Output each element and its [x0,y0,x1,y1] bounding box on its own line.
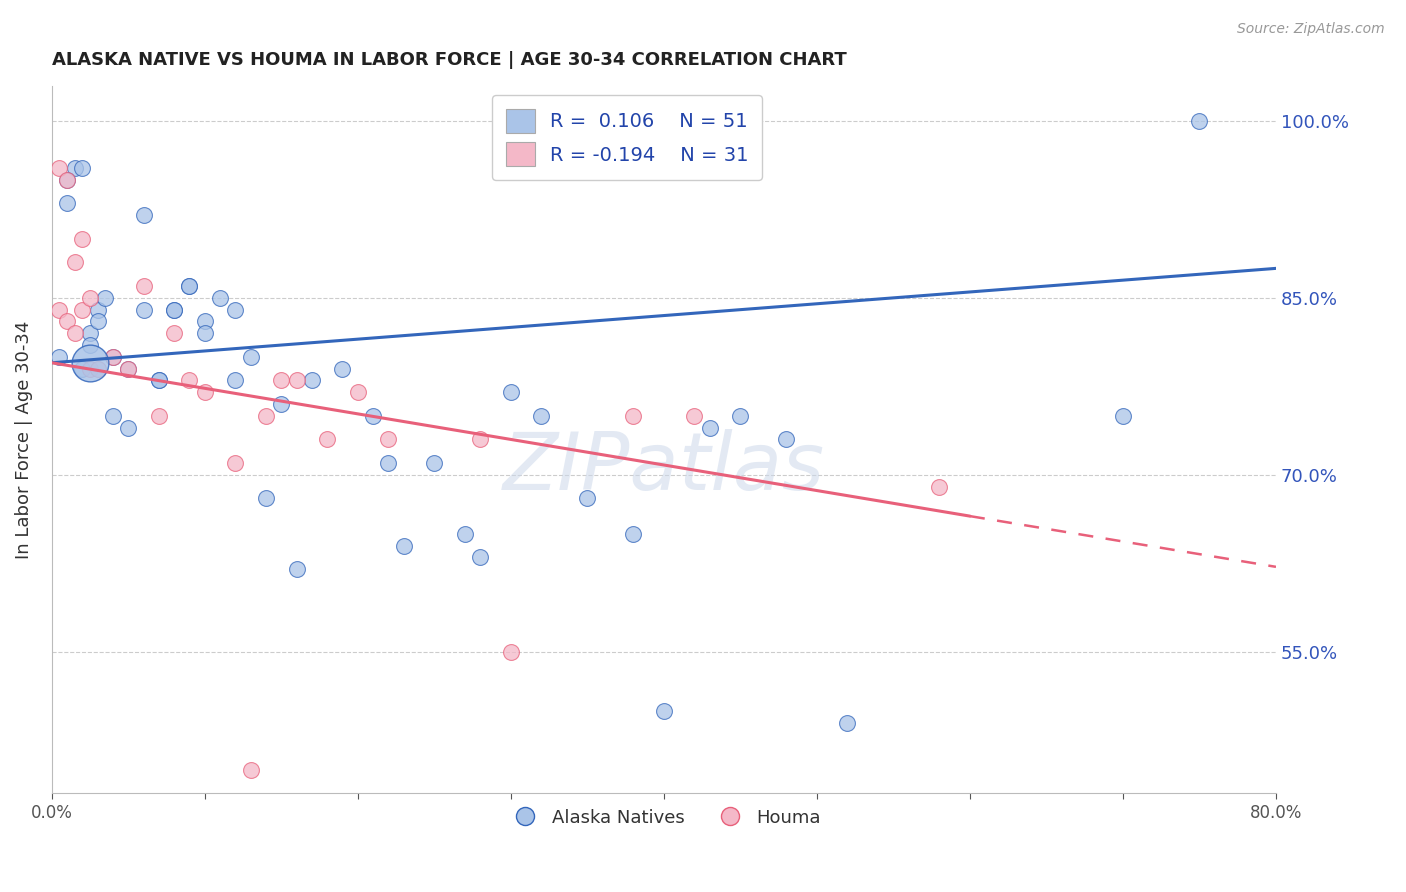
Y-axis label: In Labor Force | Age 30-34: In Labor Force | Age 30-34 [15,320,32,558]
Point [530,409,553,423]
Point [163,326,186,341]
Point [117,420,139,434]
Point [72,161,94,175]
Point [101,350,124,364]
Point [224,374,246,388]
Point [117,361,139,376]
Point [270,374,292,388]
Point [270,397,292,411]
Point [179,279,201,293]
Point [652,704,675,718]
Point [72,361,94,376]
Point [239,763,262,777]
Point [72,232,94,246]
Point [148,374,170,388]
Point [454,526,477,541]
Point [132,208,155,222]
Point [730,409,752,423]
Point [86,314,108,328]
Point [79,338,101,352]
Text: ZIPatlas: ZIPatlas [503,429,825,507]
Point [621,526,644,541]
Point [56,173,79,187]
Point [132,302,155,317]
Point [837,715,859,730]
Point [86,361,108,376]
Point [377,433,399,447]
Point [194,385,217,400]
Point [48,302,70,317]
Point [1188,114,1211,128]
Point [254,491,277,506]
Point [63,255,86,269]
Point [683,409,706,423]
Point [56,196,79,211]
Point [285,562,308,576]
Point [346,385,368,400]
Point [576,491,599,506]
Point [79,356,101,370]
Point [423,456,446,470]
Point [148,374,170,388]
Point [94,291,117,305]
Point [48,161,70,175]
Point [179,374,201,388]
Point [928,480,950,494]
Legend: Alaska Natives, Houma: Alaska Natives, Houma [499,801,828,834]
Point [86,302,108,317]
Point [470,550,492,565]
Point [163,302,186,317]
Point [101,350,124,364]
Point [285,374,308,388]
Point [209,291,232,305]
Point [621,409,644,423]
Text: Source: ZipAtlas.com: Source: ZipAtlas.com [1237,22,1385,37]
Point [132,279,155,293]
Point [194,326,217,341]
Point [499,645,522,659]
Point [1112,409,1135,423]
Point [470,433,492,447]
Point [179,279,201,293]
Point [224,456,246,470]
Point [163,302,186,317]
Point [699,420,721,434]
Point [332,361,354,376]
Point [239,350,262,364]
Point [148,409,170,423]
Point [301,374,323,388]
Point [499,385,522,400]
Point [101,409,124,423]
Point [775,433,797,447]
Point [254,409,277,423]
Point [79,361,101,376]
Point [224,302,246,317]
Point [316,433,339,447]
Point [377,456,399,470]
Point [63,326,86,341]
Point [79,291,101,305]
Point [63,161,86,175]
Point [194,314,217,328]
Text: ALASKA NATIVE VS HOUMA IN LABOR FORCE | AGE 30-34 CORRELATION CHART: ALASKA NATIVE VS HOUMA IN LABOR FORCE | … [52,51,846,69]
Point [48,350,70,364]
Point [79,326,101,341]
Point [56,173,79,187]
Point [361,409,384,423]
Point [392,539,415,553]
Point [72,302,94,317]
Point [56,314,79,328]
Point [117,361,139,376]
